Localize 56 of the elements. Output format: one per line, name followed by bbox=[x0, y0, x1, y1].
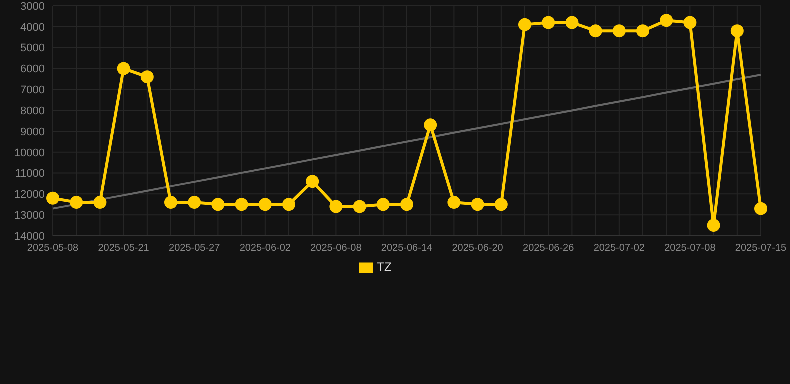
point bbox=[730, 24, 744, 38]
y-tick-label: 13000 bbox=[14, 210, 45, 222]
x-tick-label: 2025-06-20 bbox=[452, 243, 504, 254]
point bbox=[566, 16, 579, 30]
line-series bbox=[52, 74, 762, 210]
y-tick-label: 5000 bbox=[20, 42, 45, 55]
point bbox=[376, 198, 390, 212]
x-tick-label: 2025-05-21 bbox=[98, 243, 150, 254]
point bbox=[660, 14, 674, 28]
point bbox=[471, 198, 484, 212]
point bbox=[589, 24, 602, 38]
y-tick-label: 6000 bbox=[20, 64, 45, 76]
point bbox=[754, 202, 768, 216]
y-tick-label: 4000 bbox=[20, 22, 45, 34]
x-tick-label: 2025-05-08 bbox=[27, 243, 80, 254]
y-tick-label: 10000 bbox=[14, 147, 45, 160]
point bbox=[212, 198, 225, 212]
point bbox=[636, 24, 650, 38]
point bbox=[542, 16, 556, 30]
x-tick-label: 2025-07-15 bbox=[735, 243, 788, 254]
x-tick-label: 2025-07-02 bbox=[594, 243, 646, 254]
y-tick-label: 3000 bbox=[20, 0, 45, 13]
point bbox=[494, 198, 508, 212]
point bbox=[424, 118, 438, 132]
point bbox=[258, 198, 272, 212]
y-tick-label: 12000 bbox=[14, 189, 45, 202]
point bbox=[306, 175, 320, 188]
x-tick-label: 2025-06-14 bbox=[381, 243, 434, 254]
point bbox=[164, 196, 178, 210]
point bbox=[140, 70, 154, 84]
point bbox=[70, 196, 84, 210]
point bbox=[235, 198, 248, 212]
point bbox=[94, 196, 107, 210]
legend-label: TZ bbox=[377, 260, 392, 274]
y-tick-label: 7000 bbox=[20, 84, 45, 97]
y-tick-label: 11000 bbox=[15, 168, 45, 180]
point bbox=[330, 200, 343, 214]
x-tick-label: 2025-06-26 bbox=[523, 243, 575, 254]
point bbox=[707, 219, 720, 232]
point bbox=[518, 18, 532, 32]
x-tick-label: 2025-06-08 bbox=[310, 243, 362, 254]
y-tick-label: 14000 bbox=[14, 230, 45, 243]
point bbox=[448, 196, 461, 210]
y-tick-label: 8000 bbox=[20, 105, 45, 118]
point bbox=[353, 200, 366, 214]
point bbox=[188, 196, 202, 210]
point bbox=[400, 198, 414, 212]
x-tick-label: 2025-07-08 bbox=[664, 243, 716, 254]
point bbox=[612, 24, 626, 38]
point bbox=[46, 192, 60, 205]
y-tick-label: 9000 bbox=[20, 126, 45, 138]
point bbox=[117, 62, 130, 76]
point bbox=[684, 16, 697, 30]
point bbox=[282, 198, 296, 212]
x-tick-label: 2025-05-27 bbox=[169, 243, 221, 254]
x-tick-label: 2025-06-02 bbox=[240, 243, 292, 254]
